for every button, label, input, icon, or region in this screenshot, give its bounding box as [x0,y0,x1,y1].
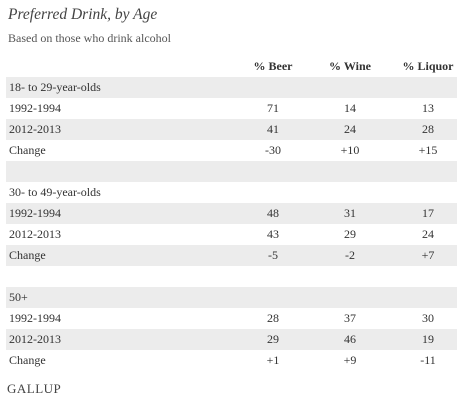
chart-subtitle: Based on those who drink alcohol [8,31,171,45]
beer-value: 29 [267,332,279,346]
row-label: Change [9,353,46,367]
wine-value: -2 [345,248,355,262]
table-row: 1992-1994 48 31 17 [6,203,457,224]
column-header-liquor: % Liquor [402,59,454,73]
group-header-row: 18- to 29-year-olds [6,77,457,98]
liquor-value: 19 [422,332,434,346]
wine-value: +9 [343,353,357,367]
wine-value: 46 [344,332,356,346]
wine-value: 24 [344,122,356,136]
table-row: 1992-1994 28 37 30 [6,308,457,329]
table-row: 1992-1994 71 14 13 [6,98,457,119]
group-label: 50+ [9,290,28,304]
row-label: 1992-1994 [9,311,61,325]
table-row: Change -5 -2 +7 [6,245,457,266]
table-row: 2012-2013 29 46 19 [6,329,457,350]
beer-value: 48 [267,206,279,220]
group-label: 18- to 29-year-olds [9,80,101,94]
wine-value: 31 [344,206,356,220]
group-header-row: 30- to 49-year-olds [6,182,457,203]
spacer-row [6,266,457,287]
column-header-wine: % Wine [329,59,371,73]
liquor-value: +15 [418,143,438,157]
column-header-beer: % Beer [253,59,293,73]
beer-value: -5 [268,248,278,262]
liquor-value: 17 [422,206,434,220]
row-label: Change [9,248,46,262]
data-table: % Beer % Wine % Liquor 18- to 29-year-ol… [6,56,457,371]
row-label: 2012-2013 [9,122,61,136]
table-row: Change -30 +10 +15 [6,140,457,161]
wine-value: 14 [344,101,356,115]
spacer-row [6,161,457,182]
row-label: 1992-1994 [9,101,61,115]
group-label: 30- to 49-year-olds [9,185,101,199]
beer-value: 28 [267,311,279,325]
row-label: 2012-2013 [9,332,61,346]
beer-value: +1 [266,353,280,367]
liquor-value: 30 [422,311,434,325]
liquor-value: 24 [422,227,434,241]
table-row: 2012-2013 41 24 28 [6,119,457,140]
beer-value: -30 [265,143,281,157]
beer-value: 43 [267,227,279,241]
liquor-value: 28 [422,122,434,136]
table-row: 2012-2013 43 29 24 [6,224,457,245]
gallup-logo: GALLUP [7,381,62,396]
wine-value: +10 [340,143,360,157]
row-label: 2012-2013 [9,227,61,241]
table-header-row: % Beer % Wine % Liquor [6,56,457,77]
wine-value: 29 [344,227,356,241]
group-header-row: 50+ [6,287,457,308]
row-label: 1992-1994 [9,206,61,220]
beer-value: 71 [267,101,279,115]
wine-value: 37 [344,311,356,325]
table-row: Change +1 +9 -11 [6,350,457,371]
liquor-value: -11 [420,353,436,367]
liquor-value: 13 [422,101,434,115]
row-label: Change [9,143,46,157]
chart-title: Preferred Drink, by Age [8,6,158,23]
beer-value: 41 [267,122,279,136]
liquor-value: +7 [421,248,435,262]
